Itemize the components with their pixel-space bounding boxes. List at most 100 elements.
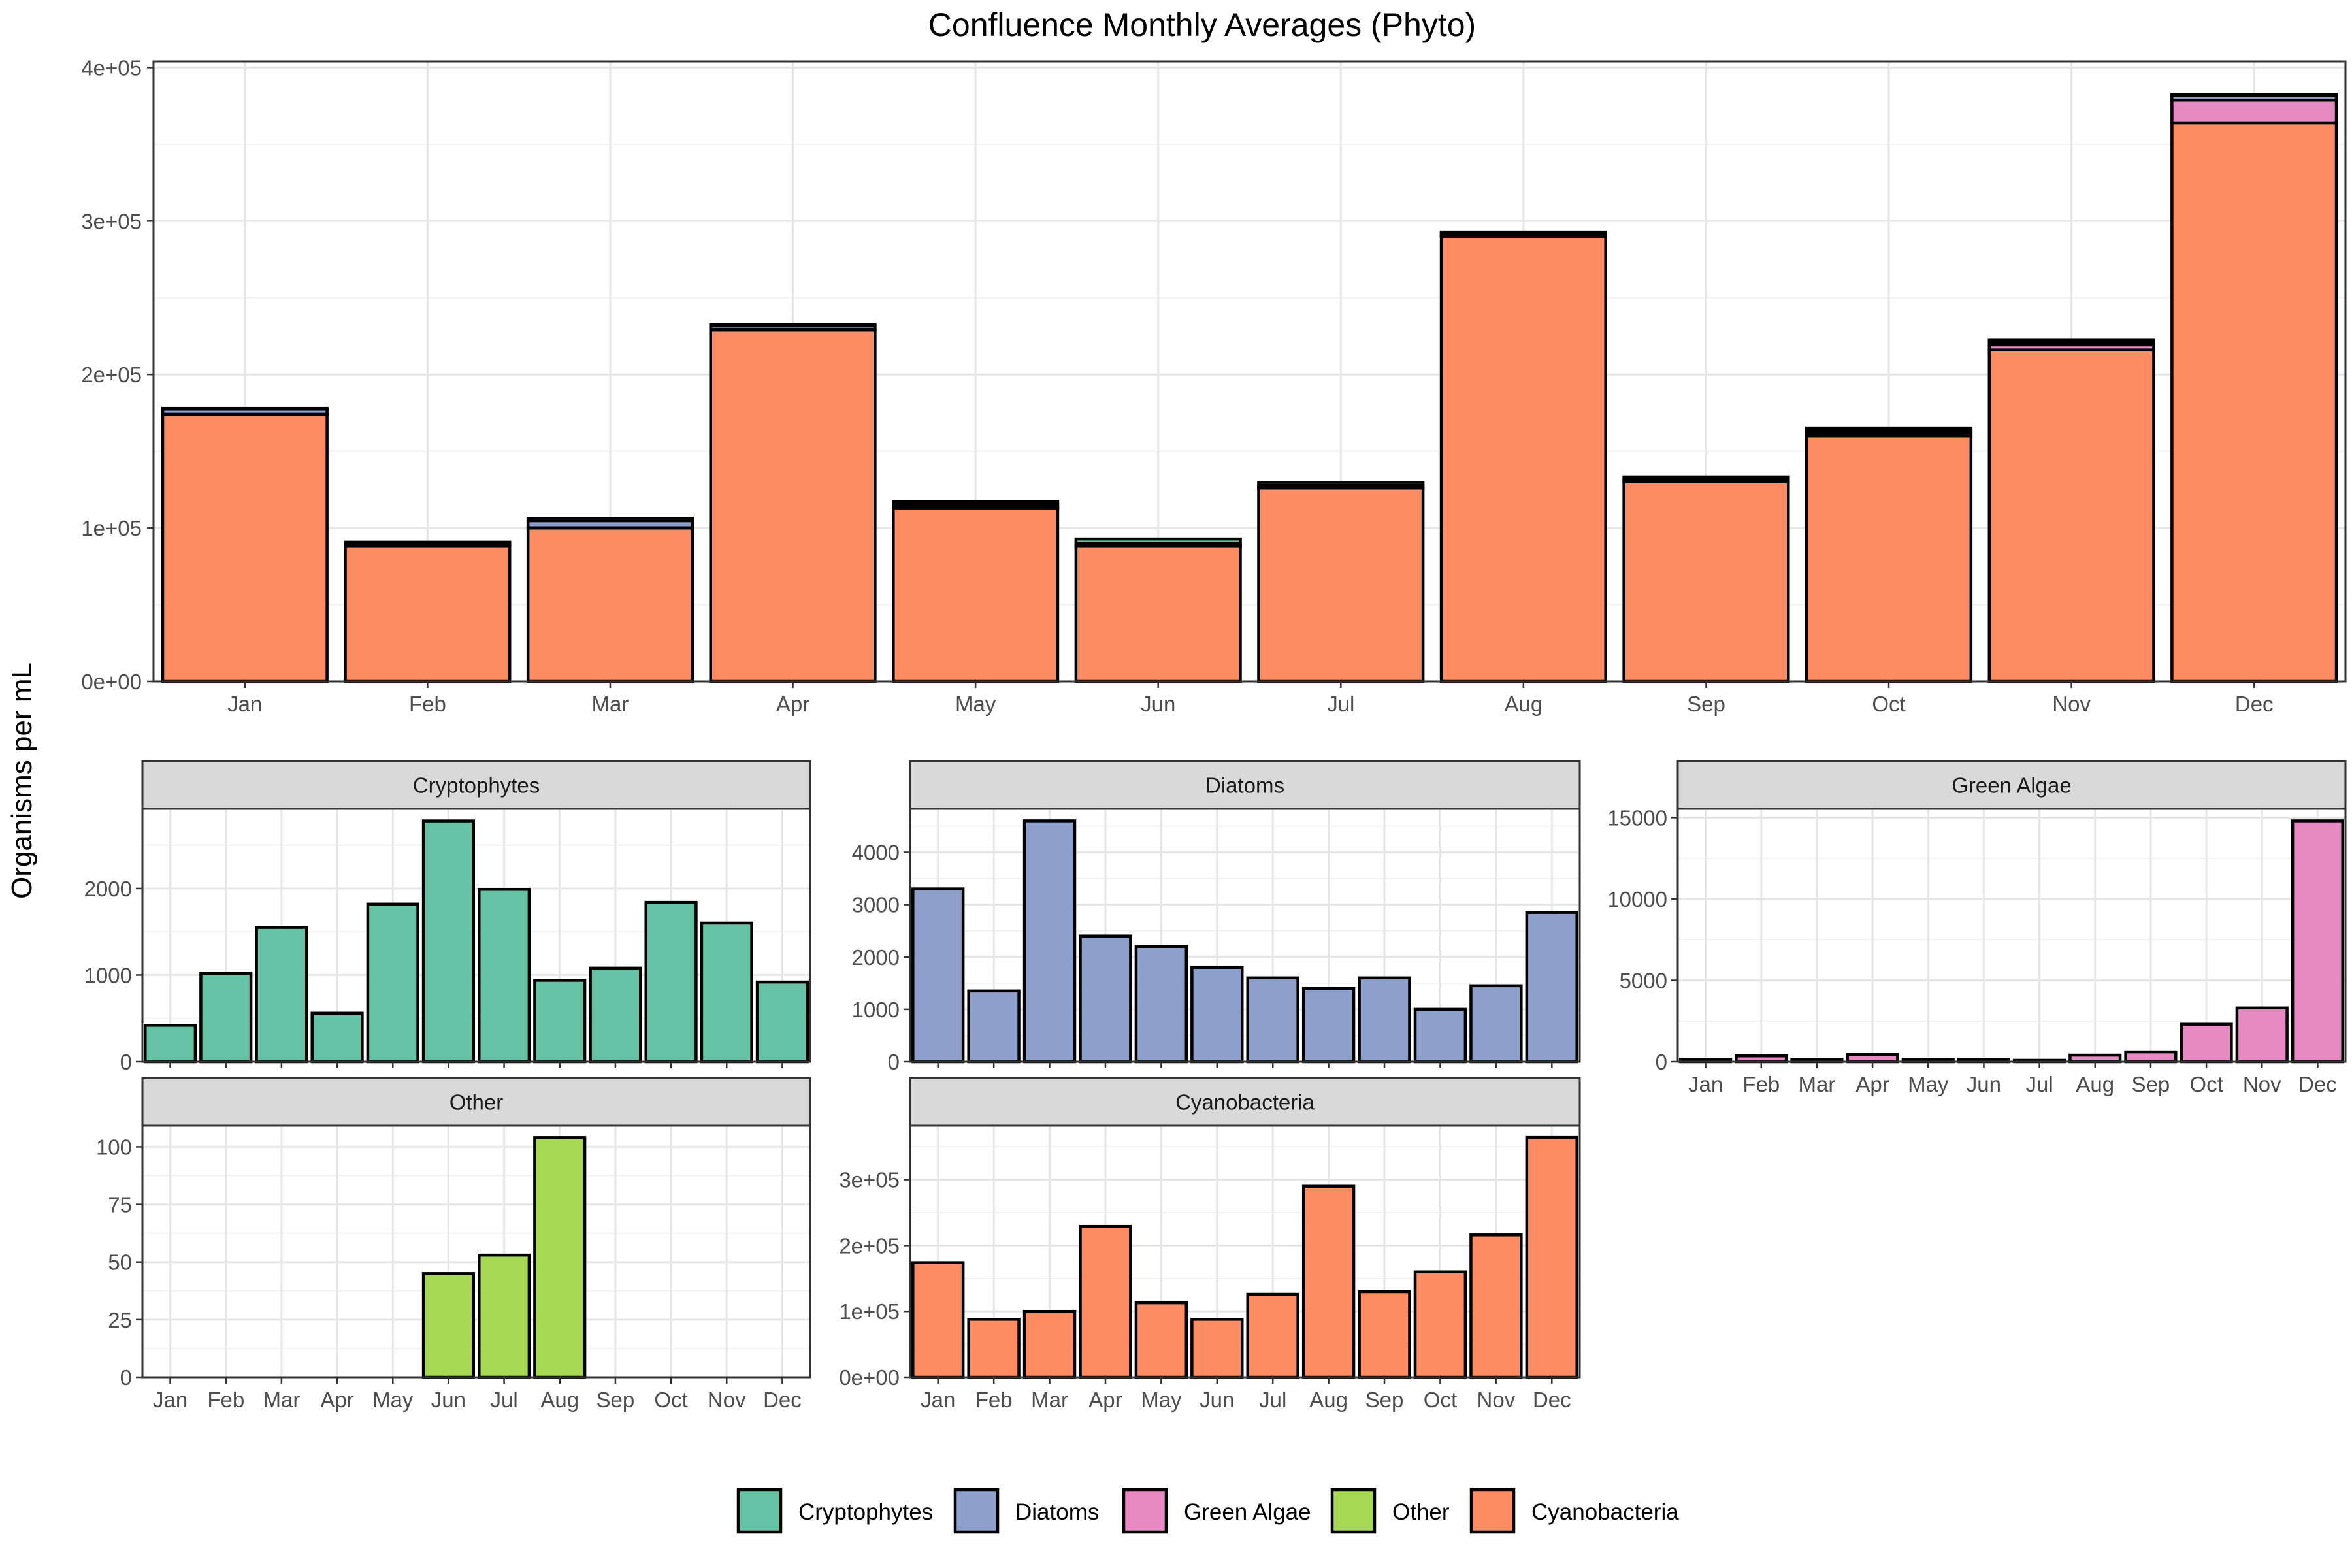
x-tick-label: Jul: [1259, 1388, 1286, 1412]
x-tick-label: Jul: [2025, 1072, 2053, 1096]
x-tick-label: Apr: [1855, 1072, 1889, 1096]
x-tick-label: Nov: [2243, 1072, 2281, 1096]
bar-green-algae-apr: [1846, 1053, 1899, 1064]
y-tick-label: 25: [108, 1308, 132, 1332]
x-tick-label: Apr: [1088, 1388, 1122, 1412]
x-tick-label: Dec: [763, 1388, 802, 1412]
legend-key-diatoms: [953, 1488, 1000, 1534]
bar-cryptophytes-mar: [255, 926, 308, 1064]
bar-cryptophytes-may: [892, 500, 1060, 506]
x-tick-label: Dec: [2235, 692, 2274, 716]
panel-diatoms: Diatoms 0 1000 2000 3000 4000: [852, 760, 1581, 1074]
bar-cyanobacteria-apr: [709, 328, 877, 683]
bar-cyanobacteria-jun: [1190, 1318, 1244, 1379]
strip-label: Cryptophytes: [413, 774, 540, 798]
y-tick-label: 2000: [84, 877, 132, 901]
y-tick-label: 15000: [1607, 806, 1667, 830]
bar-cyanobacteria-mar: [526, 526, 694, 683]
y-tick-label: 0: [1656, 1050, 1667, 1074]
x-tick-label: Feb: [409, 692, 446, 716]
x-tick-label: Aug: [1309, 1388, 1348, 1412]
y-tick-label: 2e+05: [839, 1233, 900, 1258]
x-tick-label: Feb: [975, 1388, 1013, 1412]
bar-cryptophytes-feb: [344, 540, 512, 546]
x-tick-label: Apr: [776, 692, 809, 716]
strip-label: Other: [449, 1090, 504, 1115]
x-tick-label: Jun: [1200, 1388, 1234, 1412]
x-tick-label: Jun: [431, 1388, 466, 1412]
bar-cryptophytes-aug: [1439, 230, 1607, 235]
y-tick-label: 4e+05: [81, 56, 142, 80]
strip-label: Green Algae: [1952, 774, 2071, 798]
x-tick-label: Aug: [540, 1388, 579, 1412]
bar-cyanobacteria-dec: [1525, 1135, 1578, 1379]
x-tick-label: Dec: [1533, 1388, 1571, 1412]
y-tick-label: 3000: [852, 893, 900, 917]
bar-cyanobacteria-aug: [1301, 1184, 1356, 1379]
bar-cyanobacteria-jul: [1246, 1292, 1299, 1379]
x-tick-label: May: [955, 692, 996, 716]
bar-cyanobacteria-sep: [1358, 1290, 1411, 1379]
panel-green-algae: Green Algae 0 5000 10000 15000 Jan Feb Mar Apr Ma…: [1607, 760, 2347, 1096]
y-tick-label: 10000: [1607, 887, 1667, 911]
panel-other: Other 0 25 50 75 100 Jan Feb Mar Apr May Jun Jul Aug S…: [96, 1077, 811, 1412]
plot-layer: 0e+00 1e+05 2e+05 3e+05 4e+05 Jan Feb Mar Apr May…: [81, 56, 2347, 1534]
strip-other: [141, 1077, 811, 1127]
x-tick-label: Oct: [1424, 1388, 1457, 1412]
y-tick-label: 3e+05: [839, 1168, 900, 1192]
bar-cryptophytes-oct: [1805, 426, 1973, 433]
x-tick-label: Feb: [1742, 1072, 1780, 1096]
x-tick-label: Jan: [153, 1388, 188, 1412]
bar-cryptophytes-feb: [199, 972, 253, 1064]
bar-diatoms-may: [1134, 945, 1188, 1064]
x-tick-label: May: [372, 1388, 414, 1412]
x-tick-label: Oct: [2189, 1072, 2223, 1096]
x-tick-label: Mar: [1031, 1388, 1068, 1412]
y-tick-label: 2e+05: [81, 363, 142, 387]
x-tick-label: Nov: [708, 1388, 746, 1412]
x-tick-label: Apr: [320, 1388, 353, 1412]
strip-label: Cyanobacteria: [1175, 1090, 1315, 1115]
strip-diatoms: [909, 760, 1581, 810]
x-tick-label: Sep: [1365, 1388, 1404, 1412]
bar-cryptophytes-dec: [755, 980, 809, 1064]
bar-other-jun: [421, 1272, 475, 1379]
bar-cryptophytes-jul: [1257, 481, 1425, 487]
bar-diatoms-sep: [1358, 976, 1411, 1064]
main-chart: 0e+00 1e+05 2e+05 3e+05 4e+05 Jan Feb Mar Apr May…: [81, 56, 2347, 716]
bar-green-algae-nov: [2235, 1006, 2289, 1064]
bar-diatoms-nov: [1469, 984, 1523, 1064]
x-tick-label: Oct: [654, 1388, 687, 1412]
y-tick-label: 0: [120, 1050, 132, 1074]
bar-green-algae-oct: [2180, 1022, 2233, 1064]
bar-cryptophytes-oct: [644, 900, 698, 1064]
x-tick-label: Jan: [1688, 1072, 1723, 1096]
main-panel-border: [152, 60, 2347, 683]
bar-diatoms-dec: [1525, 911, 1578, 1064]
bar-cryptophytes-mar: [526, 517, 694, 523]
bar-cryptophytes-jul: [478, 888, 531, 1064]
y-tick-label: 50: [108, 1250, 132, 1275]
legend-label-green-algae: Green Algae: [1184, 1499, 1311, 1525]
bar-cryptophytes-sep: [589, 966, 642, 1064]
y-tick-label: 2000: [852, 945, 900, 970]
panel-border: [141, 808, 811, 1063]
y-tick-label: 1e+05: [81, 516, 142, 540]
bar-diatoms-apr: [1079, 934, 1132, 1064]
bar-cyanobacteria-dec: [2170, 121, 2338, 683]
x-tick-label: Oct: [1872, 692, 1905, 716]
x-tick-label: Sep: [596, 1388, 635, 1412]
y-tick-label: 3e+05: [81, 209, 142, 233]
bar-cyanobacteria-nov: [1987, 348, 2155, 683]
bar-cryptophytes-jun: [421, 819, 475, 1064]
strip-cyanobacteria: [909, 1077, 1581, 1127]
x-tick-label: Aug: [1505, 692, 1543, 716]
x-tick-label: Nov: [1477, 1388, 1516, 1412]
bar-other-jul: [478, 1253, 531, 1379]
bar-cryptophytes-nov: [700, 921, 753, 1064]
legend-key-cyanobacteria: [1469, 1488, 1516, 1534]
strip-label: Diatoms: [1205, 774, 1284, 798]
x-tick-label: Sep: [2132, 1072, 2170, 1096]
bar-cyanobacteria-aug: [1439, 235, 1607, 683]
